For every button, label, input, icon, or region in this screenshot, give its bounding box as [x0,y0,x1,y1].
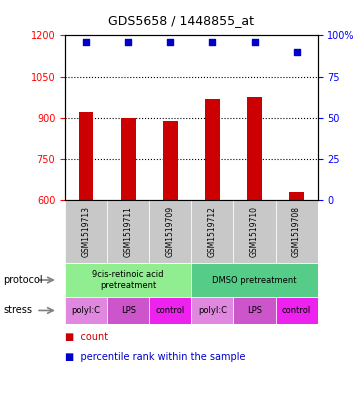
Bar [191,297,234,324]
Text: polyI:C: polyI:C [198,306,227,315]
Point [83,39,89,45]
Text: 9cis-retinoic acid
pretreatment: 9cis-retinoic acid pretreatment [92,270,164,290]
Bar [149,297,191,324]
FancyBboxPatch shape [275,200,318,263]
Text: GDS5658 / 1448855_at: GDS5658 / 1448855_at [108,14,253,27]
Text: GSM1519709: GSM1519709 [166,206,175,257]
Text: control: control [156,306,185,315]
Bar [79,112,93,200]
Bar [121,118,135,200]
FancyBboxPatch shape [65,200,107,263]
Text: control: control [282,306,311,315]
Text: ■  count: ■ count [65,332,108,342]
Text: ■  percentile rank within the sample: ■ percentile rank within the sample [65,352,245,362]
Bar [191,263,318,297]
Text: stress: stress [4,305,32,316]
Bar [234,297,275,324]
Bar [289,192,304,200]
Bar [205,99,220,200]
Point [252,39,257,45]
Bar [275,297,318,324]
Text: protocol: protocol [4,275,43,285]
Text: LPS: LPS [121,306,136,315]
Bar [65,297,107,324]
Text: DMSO pretreatment: DMSO pretreatment [212,275,297,285]
Point [125,39,131,45]
Point [168,39,173,45]
FancyBboxPatch shape [107,200,149,263]
Text: polyI:C: polyI:C [71,306,100,315]
Text: LPS: LPS [247,306,262,315]
Bar [247,97,262,200]
Bar [163,121,178,200]
Text: GSM1519712: GSM1519712 [208,206,217,257]
FancyBboxPatch shape [149,200,191,263]
Bar [107,297,149,324]
Text: GSM1519711: GSM1519711 [124,206,132,257]
Point [294,49,300,55]
Point [209,39,215,45]
Text: GSM1519713: GSM1519713 [82,206,91,257]
Bar [65,263,191,297]
FancyBboxPatch shape [234,200,275,263]
FancyBboxPatch shape [191,200,234,263]
Text: GSM1519708: GSM1519708 [292,206,301,257]
Text: GSM1519710: GSM1519710 [250,206,259,257]
